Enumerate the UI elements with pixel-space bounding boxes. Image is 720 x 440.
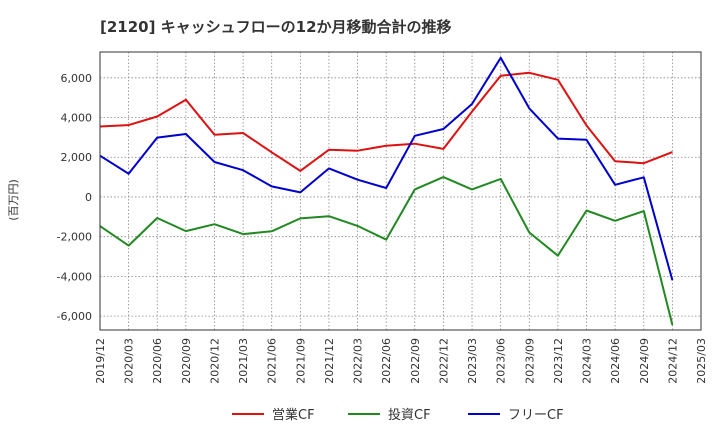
y-tick-label: -2,000 xyxy=(57,231,92,244)
x-tick-label: 2024/06 xyxy=(609,338,622,384)
x-tick-labels: 2019/12 2020/03 2020/06 2020/09 2020/12 2021/… xyxy=(94,338,708,384)
y-axis-label: (百万円) xyxy=(7,179,20,221)
x-tick-label: 2022/06 xyxy=(380,338,393,384)
x-tick-label: 2022/03 xyxy=(352,338,365,384)
x-tick-label: 2021/12 xyxy=(323,338,336,384)
legend-label-3: フリーCF xyxy=(508,408,564,423)
x-tick-label: 2024/03 xyxy=(581,338,594,384)
x-tick-label: 2019/12 xyxy=(94,338,107,384)
x-tick-label: 2020/12 xyxy=(208,338,221,384)
x-tick-label: 2020/06 xyxy=(151,338,164,384)
y-tick-labels: -6,000 -4,000 -2,000 0 2,000 4,000 6,000 xyxy=(57,72,92,323)
y-tick-label: 2,000 xyxy=(61,151,93,164)
x-tick-label: 2023/06 xyxy=(495,338,508,384)
x-tick-label: 2023/12 xyxy=(552,338,565,384)
series-line-1 xyxy=(99,71,673,172)
x-tick-label: 2021/06 xyxy=(266,338,279,384)
x-tick-label: 2020/03 xyxy=(123,338,136,384)
x-tick-label: 2022/12 xyxy=(437,338,450,384)
x-tick-label: 2024/12 xyxy=(666,338,679,384)
x-tick-label: 2023/03 xyxy=(466,338,479,384)
x-tick-label: 2024/09 xyxy=(638,338,651,384)
x-tick-label: 2022/09 xyxy=(409,338,422,384)
x-tick-label: 2023/09 xyxy=(523,338,536,384)
chart-title: [2120] キャッシュフローの12か月移動合計の推移 xyxy=(100,18,452,36)
y-tick-label: 4,000 xyxy=(61,112,93,125)
x-tick-label: 2021/03 xyxy=(237,338,250,384)
plot-border xyxy=(99,51,702,331)
x-tick-label: 2020/09 xyxy=(180,338,193,384)
y-tick-label: 6,000 xyxy=(61,72,93,85)
y-tick-label: 0 xyxy=(85,191,92,204)
legend: 営業CF 投資CF フリーCF xyxy=(232,407,564,423)
series-line-3 xyxy=(99,56,674,281)
x-tick-label: 2025/03 xyxy=(695,338,708,384)
x-tick-label: 2021/09 xyxy=(294,338,307,384)
series-line-2 xyxy=(99,176,674,326)
legend-label-1: 営業CF xyxy=(272,407,315,423)
legend-label-2: 投資CF xyxy=(388,407,431,423)
y-tick-label: -4,000 xyxy=(57,270,92,283)
series-lines xyxy=(99,56,674,326)
y-tick-label: -6,000 xyxy=(57,310,92,323)
grid-lines xyxy=(100,52,701,330)
